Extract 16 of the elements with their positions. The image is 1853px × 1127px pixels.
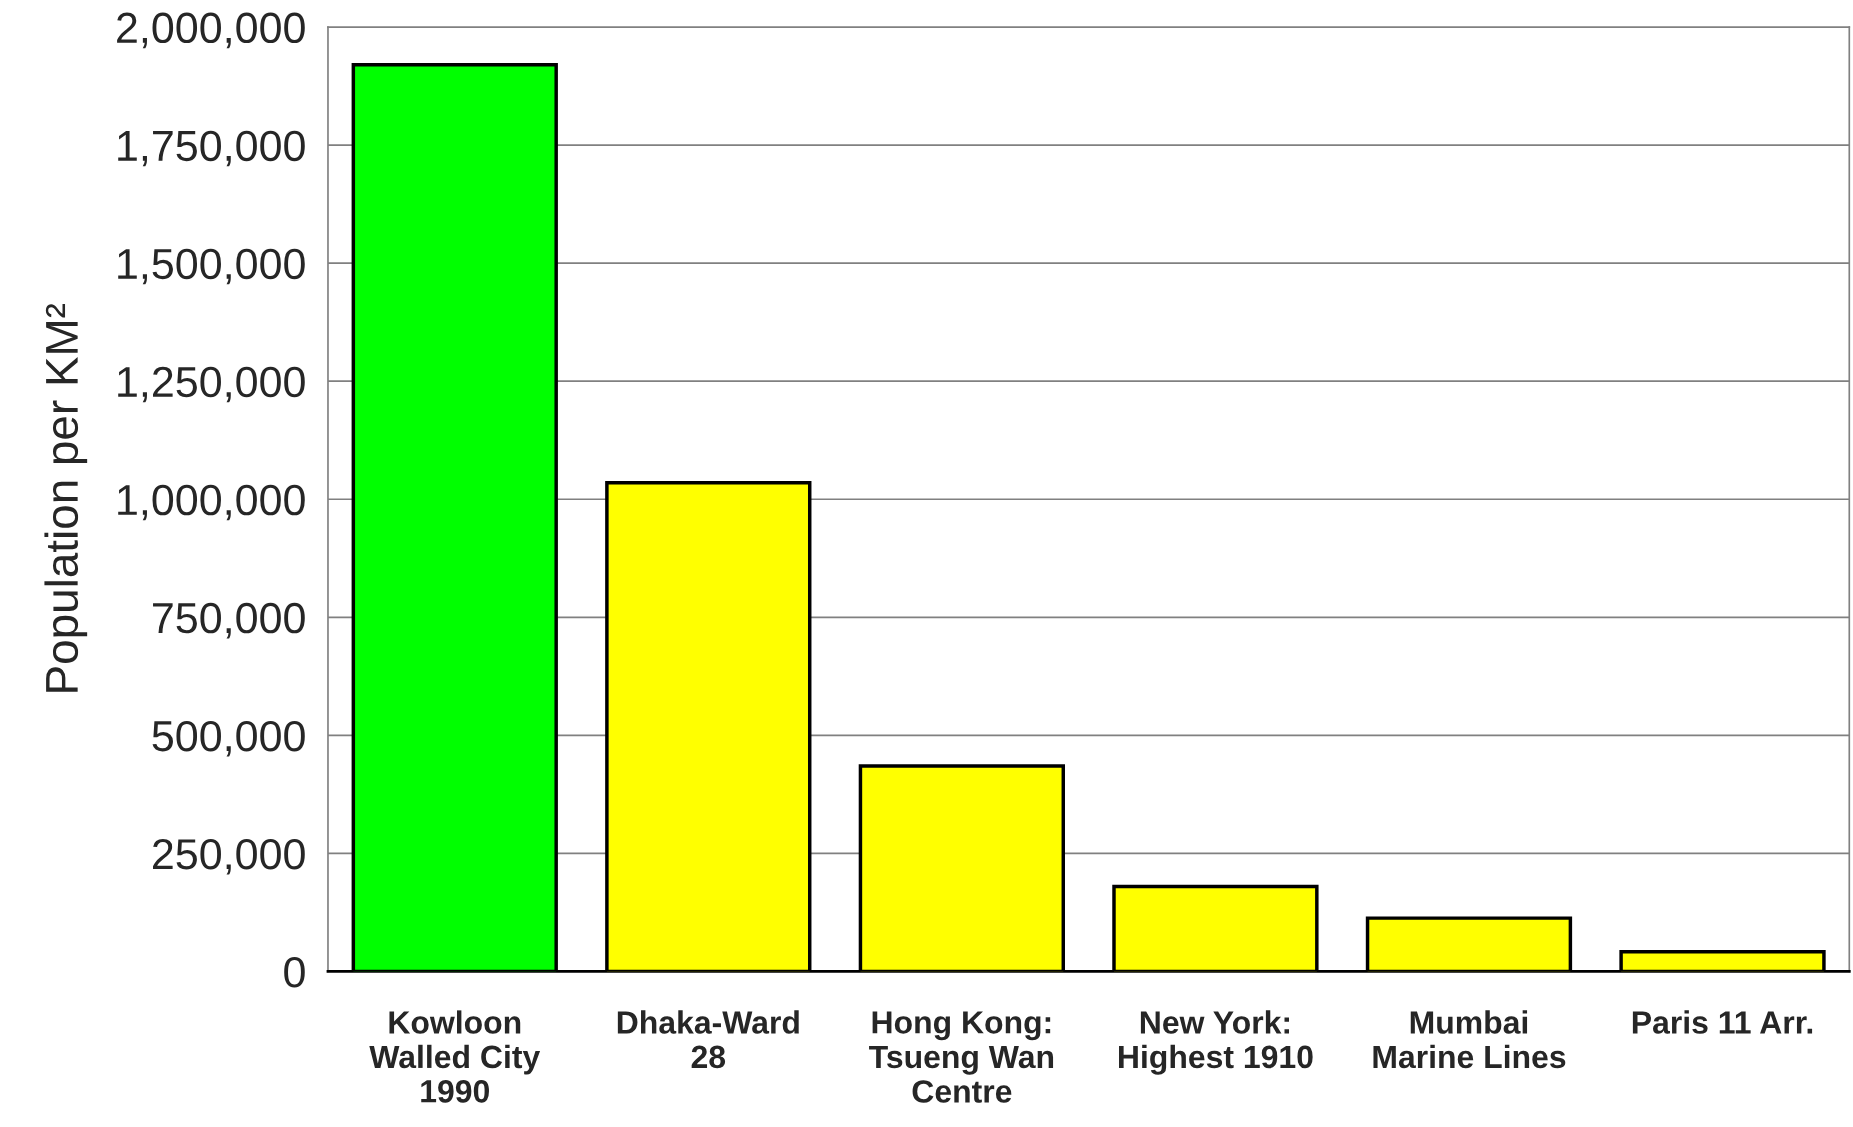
y-tick-label: 250,000 — [153, 838, 305, 875]
x-tick-label: Mumbai Marine Lines — [1373, 1010, 1566, 1069]
x-tick-label: Dhaka-Ward 28 — [617, 1010, 799, 1069]
y-tick-label: 1,250,000 — [118, 366, 305, 403]
x-tick-label: Kowloon Walled City 1990 — [369, 1010, 541, 1103]
y-axis-title: Population per KM² — [44, 303, 88, 692]
y-tick-label: 0 — [284, 957, 305, 988]
y-tick-label: 2,000,000 — [117, 12, 305, 49]
y-tick-label: 1,000,000 — [118, 484, 305, 521]
x-tick-label: New York: Highest 1910 — [1119, 1010, 1313, 1075]
y-tick-label: 500,000 — [152, 720, 305, 757]
x-tick-label: Paris 11 Arr. — [1632, 1010, 1813, 1034]
y-tick-label: 1,750,000 — [118, 130, 305, 167]
y-tick-label: 750,000 — [153, 602, 305, 639]
x-tick-label: Hong Kong: Tsueng Wan Centre — [869, 1011, 1054, 1103]
y-tick-label: 1,500,000 — [118, 248, 305, 285]
